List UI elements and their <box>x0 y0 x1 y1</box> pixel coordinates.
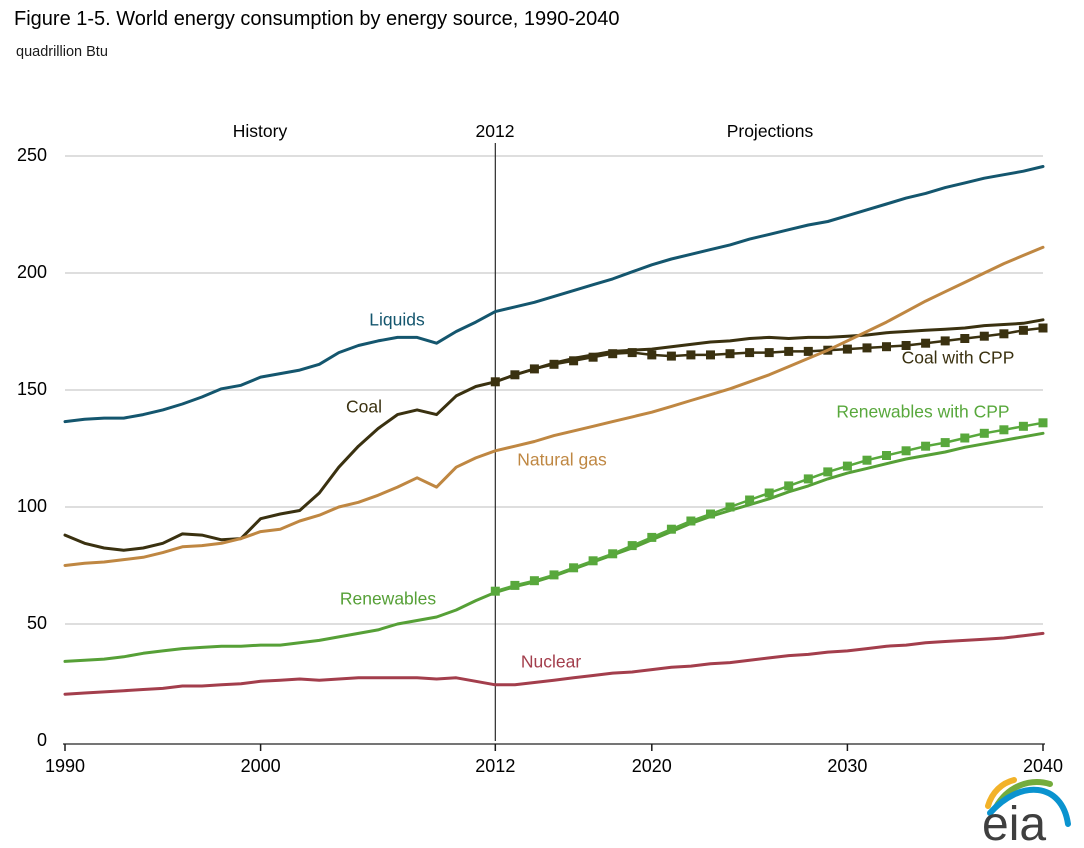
series-natural-gas: Natural gas <box>63 245 1045 567</box>
coal-with-cpp-marker <box>725 349 735 359</box>
energy-consumption-chart: History 2012 Projections Liquids Coal Coal wi… <box>17 121 1063 776</box>
coal-with-cpp-marker <box>706 350 715 360</box>
y-tick-label-250: 250 <box>17 145 47 165</box>
renewables-with-cpp-marker <box>588 556 598 566</box>
series-nuclear: Nuclear <box>63 631 1045 696</box>
logo-swoosh-yellow <box>985 777 1017 809</box>
coal-with-cpp-marker <box>784 346 794 356</box>
renewables-with-cpp-marker <box>490 586 500 596</box>
renewables-with-cpp-marker <box>608 549 618 559</box>
y-tick-label-150: 150 <box>17 379 47 399</box>
region-label-history: History <box>233 121 288 141</box>
series-liquids: Liquids <box>63 165 1045 424</box>
coal-with-cpp-marker <box>529 364 539 374</box>
renewables-with-cpp-marker <box>1018 421 1028 431</box>
renewables-with-cpp-marker <box>784 481 794 491</box>
region-label-base-year: 2012 <box>476 121 515 141</box>
renewables-with-cpp-marker <box>940 438 950 448</box>
coal-with-cpp-marker <box>862 343 872 353</box>
renewables-with-cpp-marker <box>1038 418 1048 428</box>
x-tick-label-2030: 2030 <box>827 756 867 776</box>
renewables-with-cpp-marker <box>921 441 931 451</box>
renewables-with-cpp-marker <box>901 446 911 456</box>
renewables-label: Renewables <box>340 589 437 609</box>
series-renewables-with-cpp: Renewables with CPP <box>490 402 1048 596</box>
renewables-with-cpp-marker <box>647 532 657 542</box>
natural-gas-line <box>63 245 1045 567</box>
renewables-with-cpp-marker <box>999 425 1009 435</box>
coal-with-cpp-marker <box>979 331 989 341</box>
renewables-with-cpp-marker <box>666 524 676 534</box>
renewables-with-cpp-marker <box>627 541 637 551</box>
coal-with-cpp-marker <box>666 351 676 361</box>
coal-with-cpp-marker <box>549 359 559 369</box>
coal-with-cpp-marker <box>569 356 579 366</box>
renewables-with-cpp-marker <box>803 474 813 484</box>
renewables-with-cpp-marker <box>882 451 891 460</box>
coal-with-cpp-marker <box>999 329 1009 339</box>
x-tick-label-2040: 2040 <box>1023 756 1063 776</box>
renewables-with-cpp-marker <box>862 455 872 465</box>
liquids-label: Liquids <box>369 310 425 330</box>
renewables-with-cpp-marker <box>979 428 989 438</box>
logo-swoosh-blue <box>987 786 1071 827</box>
renewables-with-cpp-marker <box>686 516 696 526</box>
coal-with-cpp-marker <box>842 344 852 354</box>
coal-with-cpp-marker <box>921 338 931 348</box>
coal-with-cpp-marker <box>647 350 657 360</box>
coal-with-cpp-marker <box>510 370 520 380</box>
renewables-with-cpp-marker <box>764 488 774 498</box>
x-tick-label-2000: 2000 <box>241 756 281 776</box>
renewables-with-cpp-marker <box>725 502 735 512</box>
coal-with-cpp-marker <box>686 350 696 360</box>
coal-with-cpp-label: Coal with CPP <box>902 348 1015 368</box>
renewables-with-cpp-marker <box>569 563 579 573</box>
figure-subtitle: quadrillion Btu <box>16 44 108 60</box>
coal-with-cpp-marker <box>960 334 970 343</box>
y-tick-label-0: 0 <box>37 730 47 750</box>
coal-with-cpp-marker <box>745 348 755 358</box>
renewables-with-cpp-marker <box>745 495 755 505</box>
renewables-with-cpp-marker <box>842 461 852 471</box>
coal-with-cpp-marker <box>1018 325 1028 335</box>
renewables-with-cpp-marker <box>549 570 559 580</box>
coal-with-cpp-marker <box>882 342 891 352</box>
renewables-with-cpp-marker <box>510 580 520 590</box>
renewables-with-cpp-marker <box>823 467 833 477</box>
liquids-line <box>63 165 1045 424</box>
region-label-projections: Projections <box>727 121 814 141</box>
x-tick-label-1990: 1990 <box>45 756 85 776</box>
eia-logo: eia <box>982 777 1071 848</box>
coal-label: Coal <box>346 397 382 417</box>
renewables-with-cpp-marker <box>706 509 715 519</box>
figure-title: Figure 1-5. World energy consumption by … <box>14 8 620 30</box>
coal-with-cpp-marker <box>627 348 637 358</box>
natural-gas-label: Natural gas <box>517 450 607 470</box>
nuclear-label: Nuclear <box>521 652 581 672</box>
coal-with-cpp-marker <box>901 341 911 350</box>
x-tick-label-2012: 2012 <box>475 756 515 776</box>
renewables-with-cpp-marker <box>960 433 970 443</box>
coal-with-cpp-marker <box>764 348 774 358</box>
x-tick-label-2020: 2020 <box>632 756 672 776</box>
y-tick-label-50: 50 <box>27 613 47 633</box>
coal-with-cpp-marker <box>608 349 618 359</box>
series-coal-with-cpp: Coal with CPP <box>490 323 1048 387</box>
coal-with-cpp-marker <box>940 336 950 346</box>
renewables-with-cpp-label: Renewables with CPP <box>836 402 1009 422</box>
coal-with-cpp-marker <box>1038 323 1048 333</box>
coal-with-cpp-marker <box>490 377 500 387</box>
nuclear-line <box>63 631 1045 696</box>
logo-text: eia <box>982 798 1046 848</box>
renewables-with-cpp-marker <box>529 576 539 586</box>
y-tick-label-200: 200 <box>17 262 47 282</box>
y-tick-label-100: 100 <box>17 496 47 516</box>
coal-with-cpp-marker <box>588 352 598 362</box>
coal-with-cpp-marker <box>803 346 813 356</box>
